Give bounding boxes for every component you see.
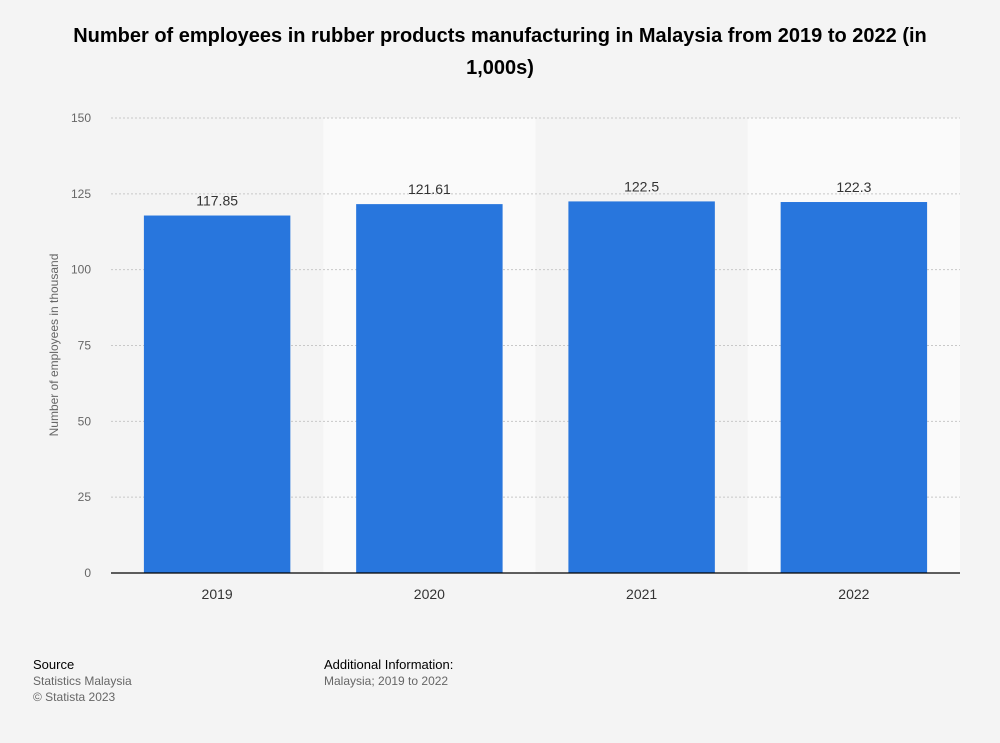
bar-value-label: 121.61 (408, 181, 451, 197)
source-block: Source Statistics Malaysia © Statista 20… (33, 657, 132, 705)
bar-value-label: 122.5 (624, 178, 659, 194)
additional-info-block: Additional Information: Malaysia; 2019 t… (324, 657, 453, 689)
x-tick-label: 2021 (626, 586, 657, 602)
bar-value-label: 122.3 (836, 179, 871, 195)
y-tick-label: 50 (78, 414, 92, 428)
copyright-text: © Statista 2023 (33, 690, 116, 704)
chart-title: Number of employees in rubber products m… (73, 25, 927, 79)
bar (568, 201, 715, 573)
y-tick-label: 125 (71, 187, 91, 201)
bar-value-label: 117.85 (196, 193, 238, 209)
additional-info-heading: Additional Information: (324, 657, 454, 672)
y-tick-label: 75 (78, 339, 92, 353)
x-tick-label: 2019 (202, 586, 233, 602)
y-tick-label: 100 (71, 263, 91, 277)
additional-info-text: Malaysia; 2019 to 2022 (324, 674, 449, 688)
bar (356, 204, 503, 573)
y-tick-label: 0 (84, 566, 91, 580)
x-tick-label: 2022 (838, 586, 869, 602)
y-tick-label: 25 (78, 490, 92, 504)
bar (143, 215, 291, 573)
source-heading: Source (33, 657, 75, 672)
source-name: Statistics Malaysia (33, 674, 132, 688)
bar (780, 202, 928, 574)
y-tick-label: 150 (71, 111, 91, 125)
x-tick-label: 2020 (414, 586, 445, 602)
